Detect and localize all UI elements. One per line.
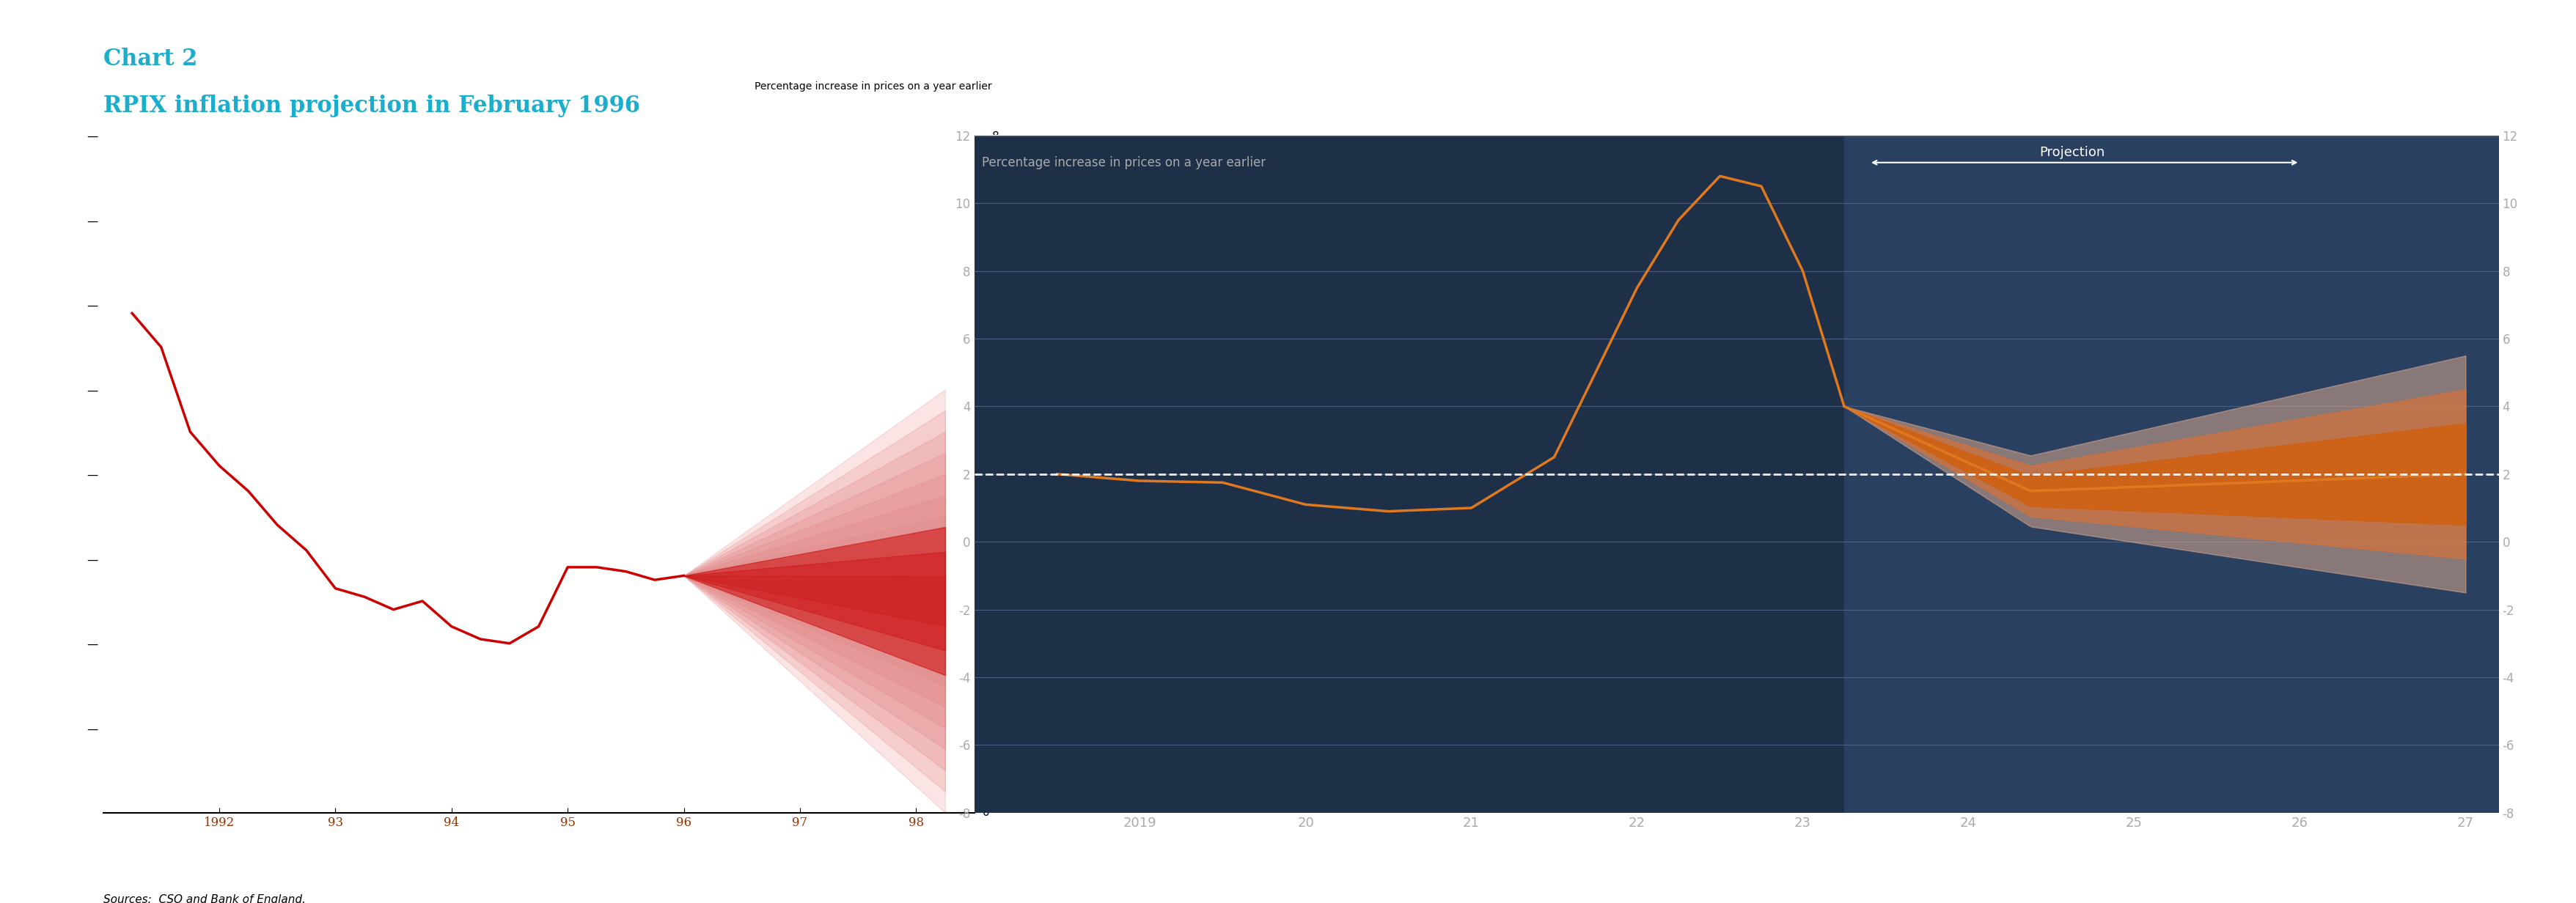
Text: Percentage increase in prices on a year earlier: Percentage increase in prices on a year … <box>755 81 992 91</box>
Text: Projection: Projection <box>2040 145 2105 159</box>
Bar <box>1844 135 2499 813</box>
Text: Chart 2: Chart 2 <box>103 47 198 70</box>
Text: Sources:  CSO and Bank of England.: Sources: CSO and Bank of England. <box>103 894 307 903</box>
Text: Chart 1.5: CPI inflation projection based on market interest rate expectations, : Chart 1.5: CPI inflation projection base… <box>1309 27 2014 57</box>
Text: 0: 0 <box>984 807 989 818</box>
Text: RPIX inflation projection in February 1996: RPIX inflation projection in February 19… <box>103 95 639 117</box>
Text: Percentage increase in prices on a year earlier: Percentage increase in prices on a year … <box>981 155 1265 169</box>
